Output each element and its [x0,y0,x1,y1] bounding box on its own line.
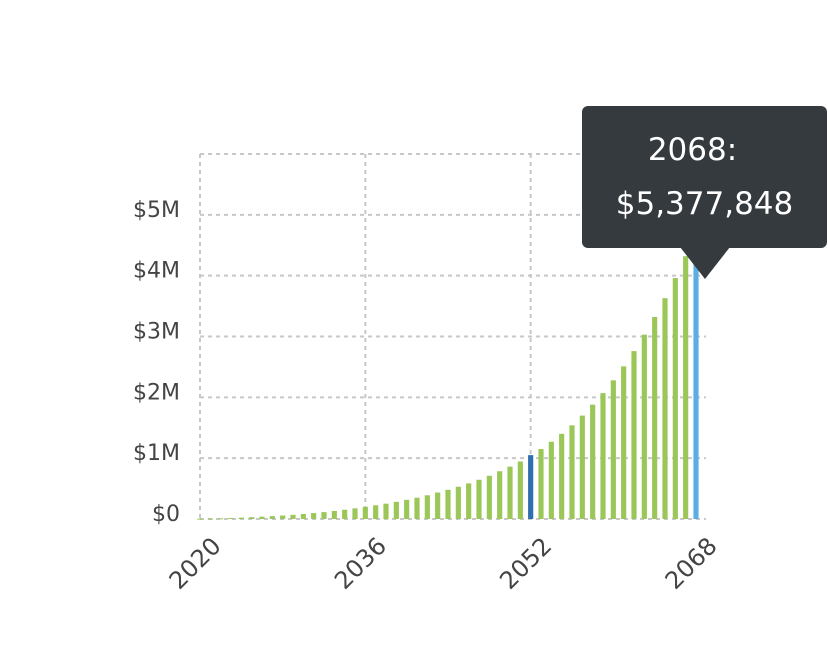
tooltip-value: $5,377,848 [615,186,794,222]
bar-2054[interactable] [548,441,554,519]
y-tick-label: $1M [133,441,180,466]
bar-2052[interactable] [528,455,534,519]
tooltip-pointer [680,247,730,279]
bar-2053[interactable] [538,449,544,519]
bar-2033[interactable] [331,510,337,519]
bar-2066[interactable] [672,278,678,519]
bar-2028[interactable] [280,515,286,519]
bar-2064[interactable] [652,317,658,519]
bar-2061[interactable] [621,366,627,519]
bar-2031[interactable] [311,513,317,519]
bar-2038[interactable] [383,503,389,519]
bar-2048[interactable] [486,475,492,519]
bar-2056[interactable] [569,425,575,519]
y-tick-label: $2M [133,380,180,405]
bar-2050[interactable] [507,466,513,519]
y-axis-tick-labels: $0 $1M $2M $3M $4M $5M [133,198,180,527]
bar-2055[interactable] [559,433,565,519]
bar-2036[interactable] [362,506,368,519]
bar-2029[interactable] [290,514,296,519]
bar-2023[interactable] [228,517,234,519]
x-tick-label: 2068 [660,532,723,595]
bar-2062[interactable] [631,351,637,519]
x-tick-label: 2052 [494,532,557,595]
tooltip-year: 2068: [647,132,738,168]
bar-2067[interactable] [683,256,689,519]
y-tick-label: $5M [133,198,180,223]
bar-2047[interactable] [476,479,482,519]
bar-2035[interactable] [352,508,358,519]
bar-2021[interactable] [207,518,213,520]
bar-2041[interactable] [414,497,420,519]
bar-2025[interactable] [249,517,255,519]
bar-2034[interactable] [342,509,348,519]
bar-2044[interactable] [445,489,451,519]
bar-2026[interactable] [259,516,265,519]
bar-2065[interactable] [662,298,668,519]
x-axis-tick-labels: 2020 2036 2052 2068 [164,532,723,595]
bar-2027[interactable] [269,516,275,519]
y-tick-label: $4M [133,259,180,284]
bar-2051[interactable] [517,461,523,519]
bar-2057[interactable] [579,415,585,519]
bar-2058[interactable] [590,404,596,519]
bar-2037[interactable] [373,505,379,519]
x-tick-label: 2020 [164,532,227,595]
bar-2020[interactable] [197,518,203,520]
bar-2040[interactable] [404,499,410,519]
bar-2024[interactable] [238,517,244,519]
bar-2030[interactable] [300,514,306,519]
bar-2063[interactable] [641,334,647,519]
value-tooltip: 2068: $5,377,848 [582,106,827,248]
bars [197,191,699,520]
bar-2060[interactable] [610,380,616,519]
bar-2068[interactable] [693,191,699,519]
bar-2039[interactable] [393,501,399,519]
bar-2042[interactable] [424,495,430,519]
bar-2059[interactable] [600,393,606,519]
bar-2046[interactable] [466,483,472,519]
bar-2043[interactable] [435,492,441,519]
bar-2022[interactable] [218,518,224,520]
y-tick-label: $3M [133,320,180,345]
bar-2032[interactable] [321,512,327,519]
bar-2045[interactable] [455,486,461,519]
x-tick-label: 2036 [329,532,392,595]
y-tick-label: $0 [152,502,180,527]
bar-2049[interactable] [497,471,503,519]
